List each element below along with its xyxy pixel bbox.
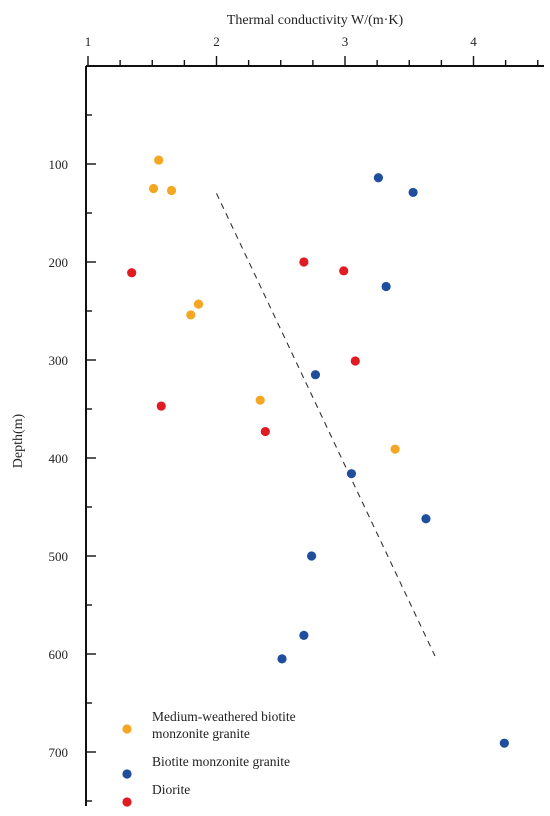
scatter-point-series-0 (154, 155, 164, 165)
legend-marker (122, 797, 132, 807)
y-tick-label: 100 (49, 157, 69, 172)
scatter-point-series-0 (186, 310, 196, 320)
axes: 1 2 3 4 100 200 300 400 500 600 700 (49, 34, 544, 806)
trend-line-group (216, 193, 436, 657)
scatter-point-series-2 (350, 356, 360, 366)
scatter-point-series-1 (306, 551, 317, 561)
legend-label: Biotite monzonite granite (152, 754, 290, 769)
scatter-point-series-2 (339, 266, 349, 276)
legend-label: Diorite (152, 782, 190, 797)
scatter-point-series-2 (127, 268, 137, 278)
x-tick-label: 4 (470, 34, 477, 49)
scatter-point-series-1 (373, 173, 384, 183)
x-tick-label: 2 (213, 34, 220, 49)
y-tick-label: 300 (49, 353, 69, 368)
scatter-point-series-0 (193, 299, 204, 309)
legend: Medium-weathered biotite monzonite granit… (122, 709, 296, 807)
scatter-point-series-1 (346, 469, 357, 479)
scatter-point-series-1 (277, 654, 287, 664)
scatter-point-series-0 (390, 444, 400, 454)
scatter-point-series-1 (381, 281, 391, 292)
y-ticks: 100 200 300 400 500 600 700 (49, 114, 96, 802)
scatter-point-series-2 (299, 257, 309, 267)
scatter-point-series-0 (148, 183, 159, 194)
scatter-point-series-1 (299, 630, 309, 640)
x-axis-title: Thermal conductivity W/(m·K) (227, 13, 404, 28)
y-axis-title: Depth(m) (11, 413, 26, 468)
data-points (127, 155, 509, 748)
scatter-point-series-0 (166, 185, 177, 196)
scatter-point-series-2 (156, 401, 166, 411)
legend-marker (122, 769, 132, 779)
legend-label: monzonite granite (152, 726, 250, 741)
y-tick-label: 400 (49, 451, 69, 466)
scatter-point-series-2 (260, 426, 270, 437)
scatter-point-series-1 (499, 738, 509, 748)
x-ticks: 1 2 3 4 (85, 34, 539, 66)
y-tick-label: 700 (49, 745, 69, 760)
scatter-point-series-1 (421, 514, 431, 524)
scatter-point-series-1 (408, 187, 418, 198)
y-tick-label: 600 (49, 647, 69, 662)
legend-label: Medium-weathered biotite (152, 709, 296, 724)
trend-line (216, 193, 436, 657)
scatter-point-series-0 (255, 395, 265, 405)
y-tick-label: 500 (49, 549, 69, 564)
x-tick-label: 3 (342, 34, 349, 49)
legend-marker (122, 724, 132, 734)
x-tick-label: 1 (85, 34, 92, 49)
y-tick-label: 200 (49, 255, 69, 270)
scatter-point-series-1 (310, 370, 321, 380)
